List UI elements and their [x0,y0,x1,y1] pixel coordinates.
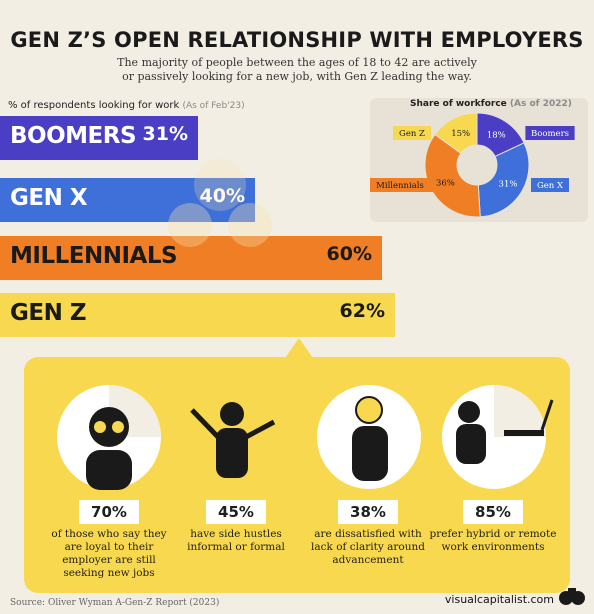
person-body [216,428,248,478]
legend-tag-background [393,126,431,140]
donut-chart: 18% 31% 36% 15% Boomers Gen X Millennials Gen Z [370,112,575,218]
person-body [456,424,486,464]
bar-gen-x: GEN X 40% [0,178,255,222]
legend-tag-label: Gen Z [399,129,425,139]
stat-hybrid-remote: 85% prefer hybrid or remote work environ… [428,500,558,554]
binocular-icon-right [112,421,124,433]
laptop-icon [504,430,544,436]
illustration-shadow [494,385,546,437]
bar-chart-title: % of respondents looking for work (As of… [8,100,245,111]
bar-boomers: BOOMERS 31% [0,116,198,160]
bar-value-label: 40% [199,185,245,207]
donut-slice-gen-z [434,112,478,154]
stat-description: have side hustles informal or formal [187,528,285,553]
binocular-left-lens [168,203,212,247]
person-arm-right [244,419,276,440]
stat-description: of those who say they are loyal to their… [51,528,167,579]
donut-value-label: 15% [451,129,470,139]
person-arm-left [190,408,220,439]
stat-description: are dissatisfied with lack of clarity ar… [311,528,425,566]
bar-label: BOOMERS [10,123,137,149]
illustration-head [194,159,246,211]
source-note: Source: Oliver Wyman A-Gen-Z Report (202… [10,598,220,608]
binoculars-logo-icon [559,588,585,605]
donut-legend-tag: Boomers [525,126,575,140]
person-head [355,396,383,424]
binoculars-illustration [168,159,272,247]
page-subtitle: The majority of people between the ages … [117,56,477,83]
remote-work-illustration [442,385,554,489]
bar-gen-z: GEN Z 62% [0,293,395,337]
binocular-icon-left [94,421,106,433]
donut-slice-gen-x [477,142,530,218]
bar-value-label: 31% [142,123,188,145]
bar-label: MILLENNIALS [10,243,178,269]
donut-legend-tag: Millennials [370,178,436,192]
bar-chart-note: (As of Feb'23) [182,101,245,111]
bar-label: GEN Z [10,300,87,326]
stat-value: 85% [463,500,523,524]
bar-chart-title-text: % of respondents looking for work [8,100,180,111]
legend-tag-background [525,126,575,140]
stat-value: 70% [79,500,139,524]
bar-value-label: 62% [339,300,385,322]
legend-tag-label: Boomers [531,129,569,139]
legend-tag-background [531,178,569,192]
side-hustle-illustration [190,402,276,478]
stat-dissatisfied: 38% are dissatisfied with lack of clarit… [303,500,433,567]
pie-chart-title: Share of workforce (As of 2022) [410,99,572,109]
logo-bridge [568,588,576,596]
stats-panel: 70% of those who say they are loyal to t… [24,357,570,593]
page-title: GEN Z’S OPEN RELATIONSHIP WITH EMPLOYERS [10,28,584,52]
legend-tag-label: Gen X [537,181,564,191]
donut-value-label: 18% [487,131,506,141]
person-body [352,426,388,481]
donut-slice-millennials [424,133,481,218]
donut-legend-tag: Gen X [531,178,569,192]
stat-side-hustles: 45% have side hustles informal or formal [171,500,301,554]
panel-pointer [285,338,313,358]
dissatisfied-illustration [317,385,421,489]
pie-chart-note: (As of 2022) [509,99,572,109]
stat-loyal-seeking: 70% of those who say they are loyal to t… [44,500,174,580]
person-head [458,401,480,423]
donut-value-label: 31% [499,179,518,189]
bar-value-label: 60% [326,243,372,265]
stat-value: 38% [338,500,398,524]
bar-label: GEN X [10,185,88,211]
person-body [86,450,132,490]
stat-value: 45% [206,500,266,524]
legend-tag-background [370,178,436,192]
legend-tag-label: Millennials [376,181,424,191]
brand-link[interactable]: visualcapitalist.com [444,593,554,606]
laptop-screen [540,399,554,431]
pie-chart-title-text: Share of workforce [410,99,507,109]
donut-legend-tag: Gen Z [393,126,431,140]
bar-millennials: MILLENNIALS 60% [0,236,382,280]
person-head [220,402,244,426]
seeking-jobs-illustration [57,385,161,490]
donut-value-label: 36% [436,178,455,188]
stat-description: prefer hybrid or remote work environment… [429,528,557,553]
person-head [89,407,129,447]
binocular-right-lens [228,203,272,247]
